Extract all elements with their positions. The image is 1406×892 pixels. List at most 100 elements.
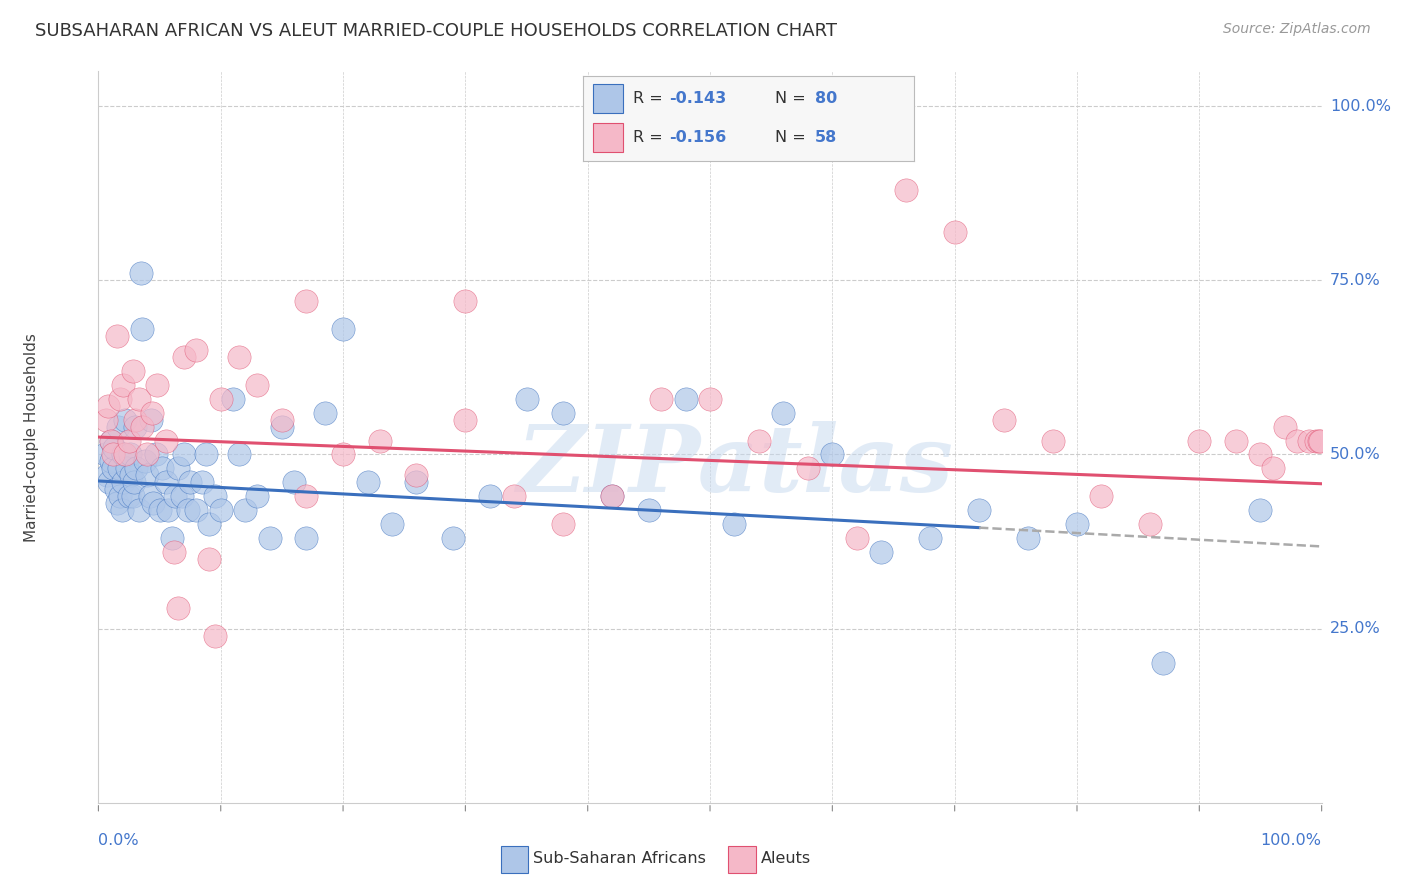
Point bbox=[894, 183, 917, 197]
Point bbox=[943, 225, 966, 239]
Bar bbox=[593, 123, 623, 152]
Point bbox=[356, 475, 378, 490]
Point bbox=[1298, 434, 1320, 448]
Point bbox=[118, 434, 141, 448]
Point bbox=[209, 392, 232, 406]
Point bbox=[167, 600, 190, 615]
Point bbox=[1139, 517, 1161, 532]
Text: 80: 80 bbox=[815, 91, 837, 106]
Bar bbox=[501, 847, 529, 873]
Point bbox=[295, 531, 318, 545]
Point bbox=[405, 475, 427, 490]
Point bbox=[111, 377, 134, 392]
Point bbox=[165, 489, 187, 503]
Point bbox=[110, 392, 132, 406]
Point bbox=[381, 517, 404, 532]
Point bbox=[314, 406, 336, 420]
Point bbox=[170, 489, 193, 503]
Point bbox=[454, 412, 477, 426]
Point bbox=[204, 489, 226, 503]
Point bbox=[163, 545, 186, 559]
Point bbox=[103, 441, 125, 455]
Point bbox=[270, 419, 294, 434]
Point bbox=[1308, 434, 1330, 448]
Point bbox=[101, 461, 124, 475]
Point bbox=[368, 434, 391, 448]
Point bbox=[167, 461, 190, 475]
Point bbox=[195, 448, 218, 462]
Point bbox=[246, 489, 269, 503]
Point bbox=[146, 377, 169, 392]
Point bbox=[1066, 517, 1088, 532]
Point bbox=[699, 392, 721, 406]
Point bbox=[295, 294, 318, 309]
Point bbox=[600, 489, 623, 503]
Point bbox=[173, 350, 195, 364]
Point bbox=[124, 412, 146, 426]
Point bbox=[139, 412, 162, 426]
Point bbox=[104, 483, 127, 497]
Text: R =: R = bbox=[633, 130, 668, 145]
Bar bbox=[593, 85, 623, 113]
Bar bbox=[728, 847, 756, 873]
Point bbox=[1017, 531, 1039, 545]
Point bbox=[1249, 503, 1271, 517]
Point bbox=[553, 406, 575, 420]
Point bbox=[441, 531, 464, 545]
Point bbox=[111, 448, 134, 462]
Point bbox=[246, 377, 269, 392]
Point bbox=[97, 399, 120, 413]
Point bbox=[186, 343, 208, 357]
Point bbox=[94, 412, 117, 426]
Point bbox=[110, 489, 132, 503]
Point bbox=[1274, 419, 1296, 434]
Point bbox=[96, 468, 118, 483]
Point bbox=[100, 434, 122, 448]
Point bbox=[100, 454, 122, 468]
Point bbox=[283, 475, 305, 490]
Text: Aleuts: Aleuts bbox=[761, 851, 811, 866]
Point bbox=[637, 503, 661, 517]
Point bbox=[197, 552, 219, 566]
Point bbox=[515, 392, 537, 406]
Point bbox=[105, 496, 128, 510]
Point bbox=[160, 531, 183, 545]
Point bbox=[332, 322, 354, 336]
Point bbox=[845, 531, 868, 545]
Text: 100.0%: 100.0% bbox=[1261, 833, 1322, 848]
Point bbox=[105, 329, 128, 343]
Point bbox=[157, 503, 180, 517]
Point bbox=[108, 461, 131, 475]
Point bbox=[503, 489, 526, 503]
Point bbox=[332, 448, 354, 462]
Point bbox=[131, 419, 153, 434]
Point bbox=[177, 503, 200, 517]
Point bbox=[1225, 434, 1247, 448]
Point bbox=[149, 503, 172, 517]
Point bbox=[191, 475, 214, 490]
Text: 100.0%: 100.0% bbox=[1330, 99, 1391, 113]
Point bbox=[142, 496, 165, 510]
Point bbox=[120, 468, 142, 483]
Point bbox=[141, 406, 163, 420]
Point bbox=[454, 294, 477, 309]
Point bbox=[100, 434, 122, 448]
Point bbox=[139, 489, 162, 503]
Point bbox=[1261, 461, 1284, 475]
Point bbox=[118, 489, 141, 503]
Point bbox=[209, 503, 232, 517]
Point bbox=[1042, 434, 1064, 448]
Point bbox=[197, 517, 219, 532]
Text: Source: ZipAtlas.com: Source: ZipAtlas.com bbox=[1223, 22, 1371, 37]
Point bbox=[124, 419, 146, 434]
Text: N =: N = bbox=[775, 130, 811, 145]
Point bbox=[121, 489, 143, 503]
Point bbox=[993, 412, 1015, 426]
Point bbox=[155, 434, 177, 448]
Point bbox=[111, 475, 134, 490]
Point bbox=[600, 489, 623, 503]
Point bbox=[128, 392, 150, 406]
Point bbox=[111, 503, 134, 517]
Point bbox=[1249, 448, 1271, 462]
Point bbox=[870, 545, 893, 559]
